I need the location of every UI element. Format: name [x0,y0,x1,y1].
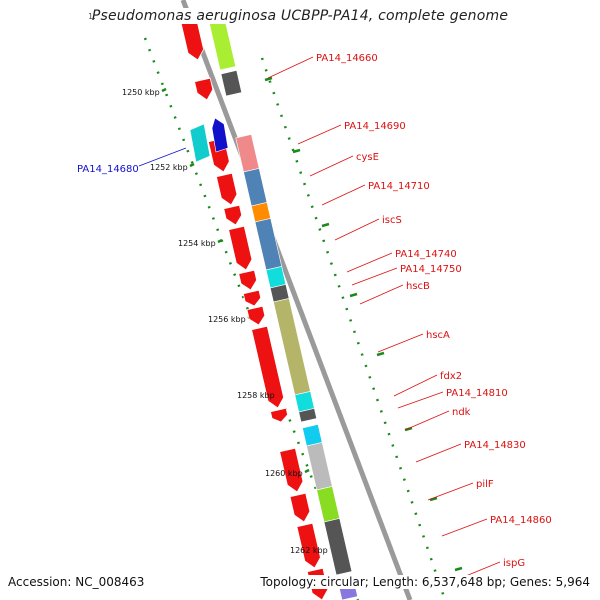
label-leader [346,252,393,273]
major-tick [304,468,310,474]
gene-label: PA14_14750 [400,264,462,275]
gene-arrow [215,172,238,206]
label-leader [267,56,314,79]
gene-label: ndk [452,407,471,418]
topology-text: Topology: circular; Length: 6,537,648 bp… [258,575,592,589]
gene-arrow [194,77,214,101]
label-leader [351,267,398,286]
gene-arrow [228,225,253,271]
kbp-label: 1258 kbp [237,391,275,400]
kbp-label: 1256 kbp [208,315,246,324]
genome-title-text: Pseudomonas aeruginosa UCBPP-PA14, compl… [87,8,513,24]
feature-block [302,424,323,447]
feature-block [316,486,341,523]
gene-label: ispG [503,558,525,569]
gene-arrow [242,289,262,307]
gene-label: PA14_14810 [446,388,508,399]
gene-label: pilF [476,479,494,490]
label-leader-reverse [138,147,187,167]
backbone-line [180,0,413,600]
kbp-label: 1260 kbp [265,469,303,478]
gene-arrow [246,305,266,326]
label-leader [397,391,444,409]
gene-labels: PA14_14660 PA14_14690 cysE PA14_14710 iscS PA… [77,53,552,569]
major-tick [189,162,195,168]
label-leader [393,374,438,397]
gene-label: iscS [382,215,402,226]
major-tick [161,87,167,93]
label-leader [309,155,354,177]
label-leader [404,410,450,431]
label-leader [359,284,404,305]
kbp-label: 1254 kbp [178,239,216,248]
label-leader [427,482,474,501]
reverse-feature-cyan [189,123,211,163]
label-leader [377,333,424,353]
backbone-highlight [188,0,417,600]
gene-label: PA14_14830 [464,440,526,451]
gene-arrow [270,407,289,423]
feature-block [323,518,353,576]
feature-block [306,442,333,491]
genome-backbone [180,0,417,600]
gene-arrow [279,447,304,493]
gene-arrow [289,492,311,523]
outer-major-tick [454,566,463,572]
gene-label: PA14_14860 [490,515,552,526]
feature-block [235,134,260,173]
label-leader [415,443,462,463]
kbp-labels: 1250 kbp 1252 kbp 1254 kbp 1256 kbp 1258 kbp… [122,88,328,555]
gene-label: PA14_14660 [316,53,378,64]
outer-major-tick [429,496,438,502]
gene-label: cysE [356,152,379,163]
label-leader [321,184,366,206]
outer-major-tick [376,351,385,357]
feature-block [220,70,243,97]
label-leaders [138,56,501,581]
label-leader [297,124,342,145]
genome-title: Pseudomonas aeruginosa UCBPP-PA14, compl… [0,8,600,24]
kbp-label: 1252 kbp [150,163,188,172]
gene-arrow [238,269,258,291]
gene-arrows [178,7,329,600]
gene-arrow [296,522,321,569]
gene-label: hscA [426,330,450,341]
kbp-label: 1262 kbp [290,546,328,555]
gene-arrow [223,204,243,226]
outer-major-tick [292,148,301,154]
outer-major-tick [264,76,273,82]
gene-label: PA14_14690 [344,121,406,132]
reverse-gene-arrow [211,117,229,153]
label-leader [441,518,488,537]
gene-label: PA14_14740 [395,249,457,260]
feature-block [298,408,318,423]
accession-text: Accession: NC_008463 [6,575,147,589]
outer-major-tick [321,222,330,228]
label-leader [334,218,380,241]
feature-block [243,168,268,207]
gene-arrow [251,325,285,409]
outer-major-tick [349,292,358,298]
gene-label: PA14_14710 [368,181,430,192]
corner-label: 1: [88,12,96,21]
gene-label: hscB [406,281,430,292]
major-tick [217,238,223,244]
feature-blocks [207,11,358,600]
gene-label: fdx2 [440,371,462,382]
kbp-label: 1250 kbp [122,88,160,97]
gene-label-reverse: PA14_14680 [77,164,139,175]
